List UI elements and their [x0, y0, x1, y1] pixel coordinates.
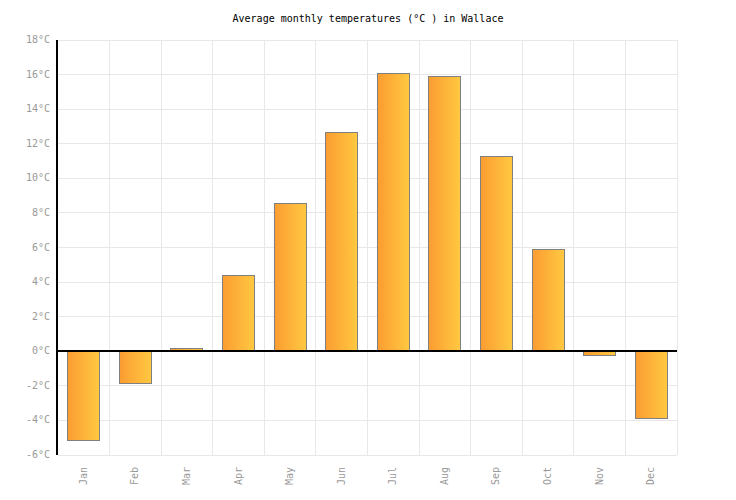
zero-line — [58, 350, 677, 352]
x-tick-label-text: May — [285, 467, 295, 485]
bar-jun — [325, 132, 358, 352]
bar-sep — [480, 156, 513, 351]
x-tick-label-text: Jan — [79, 467, 89, 485]
x-tick-label-mar: Mar — [172, 459, 202, 493]
x-tick-label-sep: Sep — [481, 459, 511, 493]
gridline-vertical — [109, 40, 110, 455]
bar-apr — [222, 275, 255, 351]
y-tick-label-18: 18°C — [0, 34, 50, 46]
chart-title: Average monthly temperatures (°C ) in Wa… — [0, 13, 736, 25]
x-tick-label-text: Jun — [337, 467, 347, 485]
y-tick-label-10: 10°C — [0, 172, 50, 184]
y-tick-label-0: 0°C — [0, 345, 50, 357]
y-tick-label-16: 16°C — [0, 69, 50, 81]
gridline-vertical — [522, 40, 523, 455]
x-tick-label-feb: Feb — [120, 459, 150, 493]
y-tick-label-2: 2°C — [0, 311, 50, 323]
bar-jan — [67, 351, 100, 441]
x-tick-label-oct: Oct — [533, 459, 563, 493]
x-tick-label-jun: Jun — [327, 459, 357, 493]
y-tick-label-14: 14°C — [0, 103, 50, 115]
x-tick-label-text: Aug — [440, 467, 450, 485]
x-tick-label-text: Nov — [595, 467, 605, 485]
bar-dec — [635, 351, 668, 418]
y-tick-label-6: 6°C — [0, 242, 50, 254]
gridline-vertical — [212, 40, 213, 455]
x-tick-label-dec: Dec — [636, 459, 666, 493]
gridline-vertical — [419, 40, 420, 455]
x-tick-label-text: Dec — [646, 467, 656, 485]
bar-aug — [428, 76, 461, 351]
bar-oct — [532, 249, 565, 351]
bar-may — [274, 203, 307, 352]
gridline-vertical — [470, 40, 471, 455]
x-tick-label-may: May — [275, 459, 305, 493]
x-tick-label-text: Sep — [491, 467, 501, 485]
gridline-vertical — [625, 40, 626, 455]
y-tick-label--6: -6°C — [0, 449, 50, 461]
x-tick-label-jan: Jan — [69, 459, 99, 493]
x-tick-label-text: Mar — [182, 467, 192, 485]
x-tick-label-jul: Jul — [378, 459, 408, 493]
x-tick-label-text: Oct — [543, 467, 553, 485]
gridline-vertical — [677, 40, 678, 455]
y-tick-label--4: -4°C — [0, 414, 50, 426]
x-tick-label-text: Feb — [130, 467, 140, 485]
y-tick-label--2: -2°C — [0, 380, 50, 392]
gridline-vertical — [367, 40, 368, 455]
y-axis-line — [56, 40, 58, 455]
x-tick-label-nov: Nov — [585, 459, 615, 493]
y-tick-label-12: 12°C — [0, 138, 50, 150]
gridline-vertical — [573, 40, 574, 455]
bar-feb — [119, 351, 152, 384]
bar-jul — [377, 73, 410, 351]
gridline-vertical — [161, 40, 162, 455]
x-tick-label-text: Apr — [234, 467, 244, 485]
gridline-vertical — [264, 40, 265, 455]
gridline-vertical — [315, 40, 316, 455]
y-tick-label-4: 4°C — [0, 276, 50, 288]
y-tick-label-8: 8°C — [0, 207, 50, 219]
x-tick-label-apr: Apr — [224, 459, 254, 493]
x-tick-label-aug: Aug — [430, 459, 460, 493]
x-tick-label-text: Jul — [388, 467, 398, 485]
temperature-bar-chart: Average monthly temperatures (°C ) in Wa… — [0, 0, 736, 500]
